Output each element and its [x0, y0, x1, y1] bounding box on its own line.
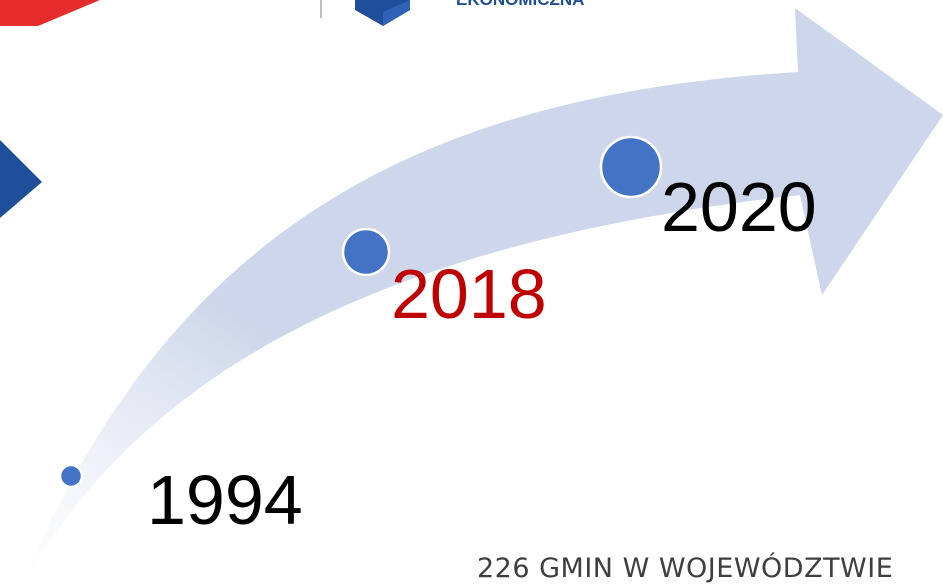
milestone-label-1994: 1994 — [147, 461, 303, 539]
footer-text: 226 GMIN W WOJEWÓDZTWIE — [477, 553, 894, 584]
logo-cube-icon — [355, 0, 410, 26]
timeline-arrow — [22, 8, 943, 585]
brand-red-shape — [0, 0, 100, 26]
logo-text: EKONOMICZNA — [456, 0, 584, 10]
blue-triangle-icon — [0, 140, 42, 218]
milestone-dot-2018 — [341, 227, 391, 277]
milestone-dot-2020 — [599, 135, 663, 199]
milestone-dot-1994 — [58, 463, 84, 489]
milestone-label-2018: 2018 — [391, 255, 547, 333]
milestone-label-2020: 2020 — [661, 168, 817, 246]
